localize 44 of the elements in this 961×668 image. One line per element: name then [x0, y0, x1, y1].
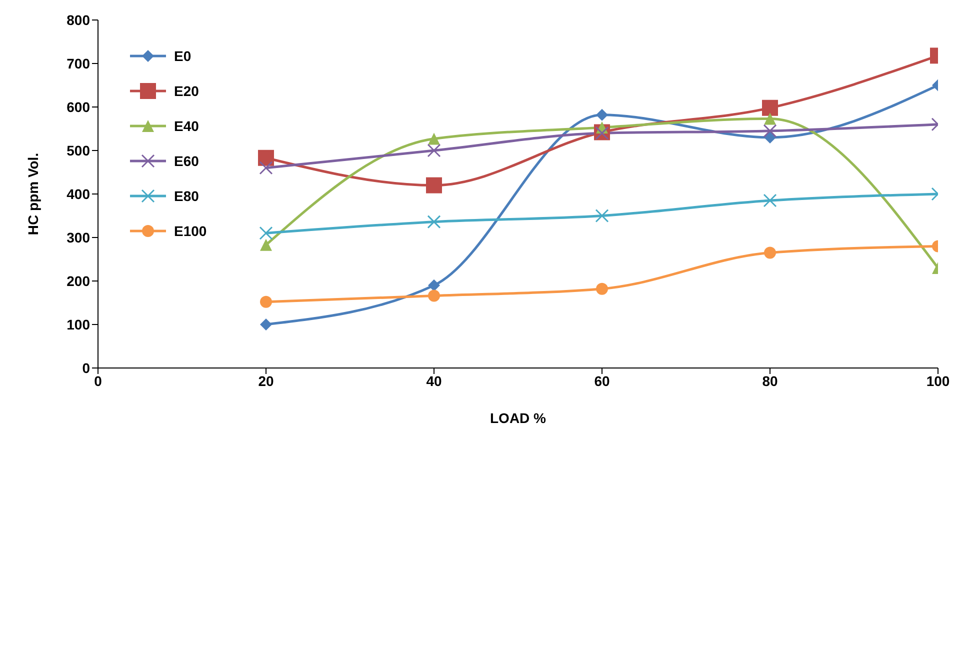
point [596, 282, 608, 295]
legend-label: E60 [174, 152, 199, 168]
x-tick-label: 80 [762, 372, 778, 389]
point [426, 177, 442, 194]
point [596, 108, 608, 121]
point [427, 215, 441, 229]
x-tick-label: 60 [594, 372, 610, 389]
point [259, 161, 273, 175]
y-tick-label: 800 [66, 12, 90, 28]
y-tick-label: 300 [66, 229, 90, 246]
point [428, 132, 440, 145]
point [764, 131, 776, 144]
x-axis-title: LOAD % [490, 410, 547, 426]
legend-label: E20 [174, 82, 199, 98]
point [762, 100, 778, 116]
legend-label: E40 [174, 118, 199, 134]
x-tick-label: 100 [926, 372, 950, 389]
y-tick-label: 400 [66, 186, 90, 202]
point [428, 290, 440, 302]
point [763, 124, 777, 138]
point [595, 209, 609, 222]
y-tick-label: 200 [66, 272, 90, 289]
legend-label: E0 [174, 48, 192, 64]
point [764, 112, 776, 125]
point [260, 296, 272, 308]
y-tick-label: 500 [66, 142, 90, 158]
y-tick-label: 600 [66, 98, 90, 115]
legend-label: E80 [174, 188, 199, 204]
point [260, 238, 272, 251]
point [427, 144, 441, 158]
y-tick-label: 100 [66, 316, 90, 332]
point [764, 246, 776, 259]
legend-label: E100 [174, 222, 207, 238]
y-axis-title: HC ppm Vol. [24, 152, 41, 236]
y-tick-label: 700 [66, 55, 90, 72]
x-tick-label: 20 [258, 372, 274, 389]
point [763, 194, 777, 208]
x-tick-label: 40 [426, 372, 442, 389]
point [258, 150, 274, 166]
point [428, 279, 440, 292]
point [260, 318, 272, 330]
point [259, 226, 273, 240]
y-tick-label: 0 [82, 360, 90, 376]
x-tick-label: 0 [94, 372, 102, 389]
